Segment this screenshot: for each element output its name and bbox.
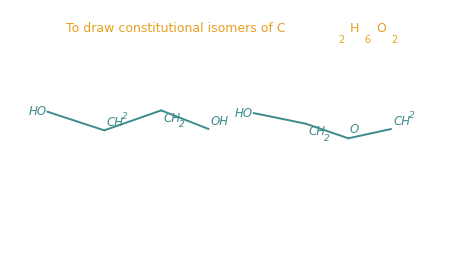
Text: O: O: [349, 123, 359, 136]
Text: H: H: [350, 22, 359, 35]
Text: 2: 2: [179, 120, 185, 130]
Text: To draw constitutional isomers of C: To draw constitutional isomers of C: [66, 22, 286, 35]
Text: HO: HO: [28, 105, 46, 118]
Text: O: O: [376, 22, 386, 35]
Text: 2: 2: [324, 134, 329, 143]
Text: HO: HO: [235, 107, 253, 119]
Text: CH: CH: [107, 116, 124, 129]
Text: 2: 2: [338, 35, 345, 45]
Text: OH: OH: [211, 115, 229, 128]
Text: CH: CH: [308, 125, 325, 138]
Text: 6: 6: [365, 35, 371, 45]
Text: CH: CH: [393, 115, 410, 128]
Text: 2: 2: [391, 35, 397, 45]
Text: CH: CH: [164, 112, 181, 125]
Text: 2: 2: [122, 112, 128, 121]
Text: 2: 2: [409, 111, 415, 120]
